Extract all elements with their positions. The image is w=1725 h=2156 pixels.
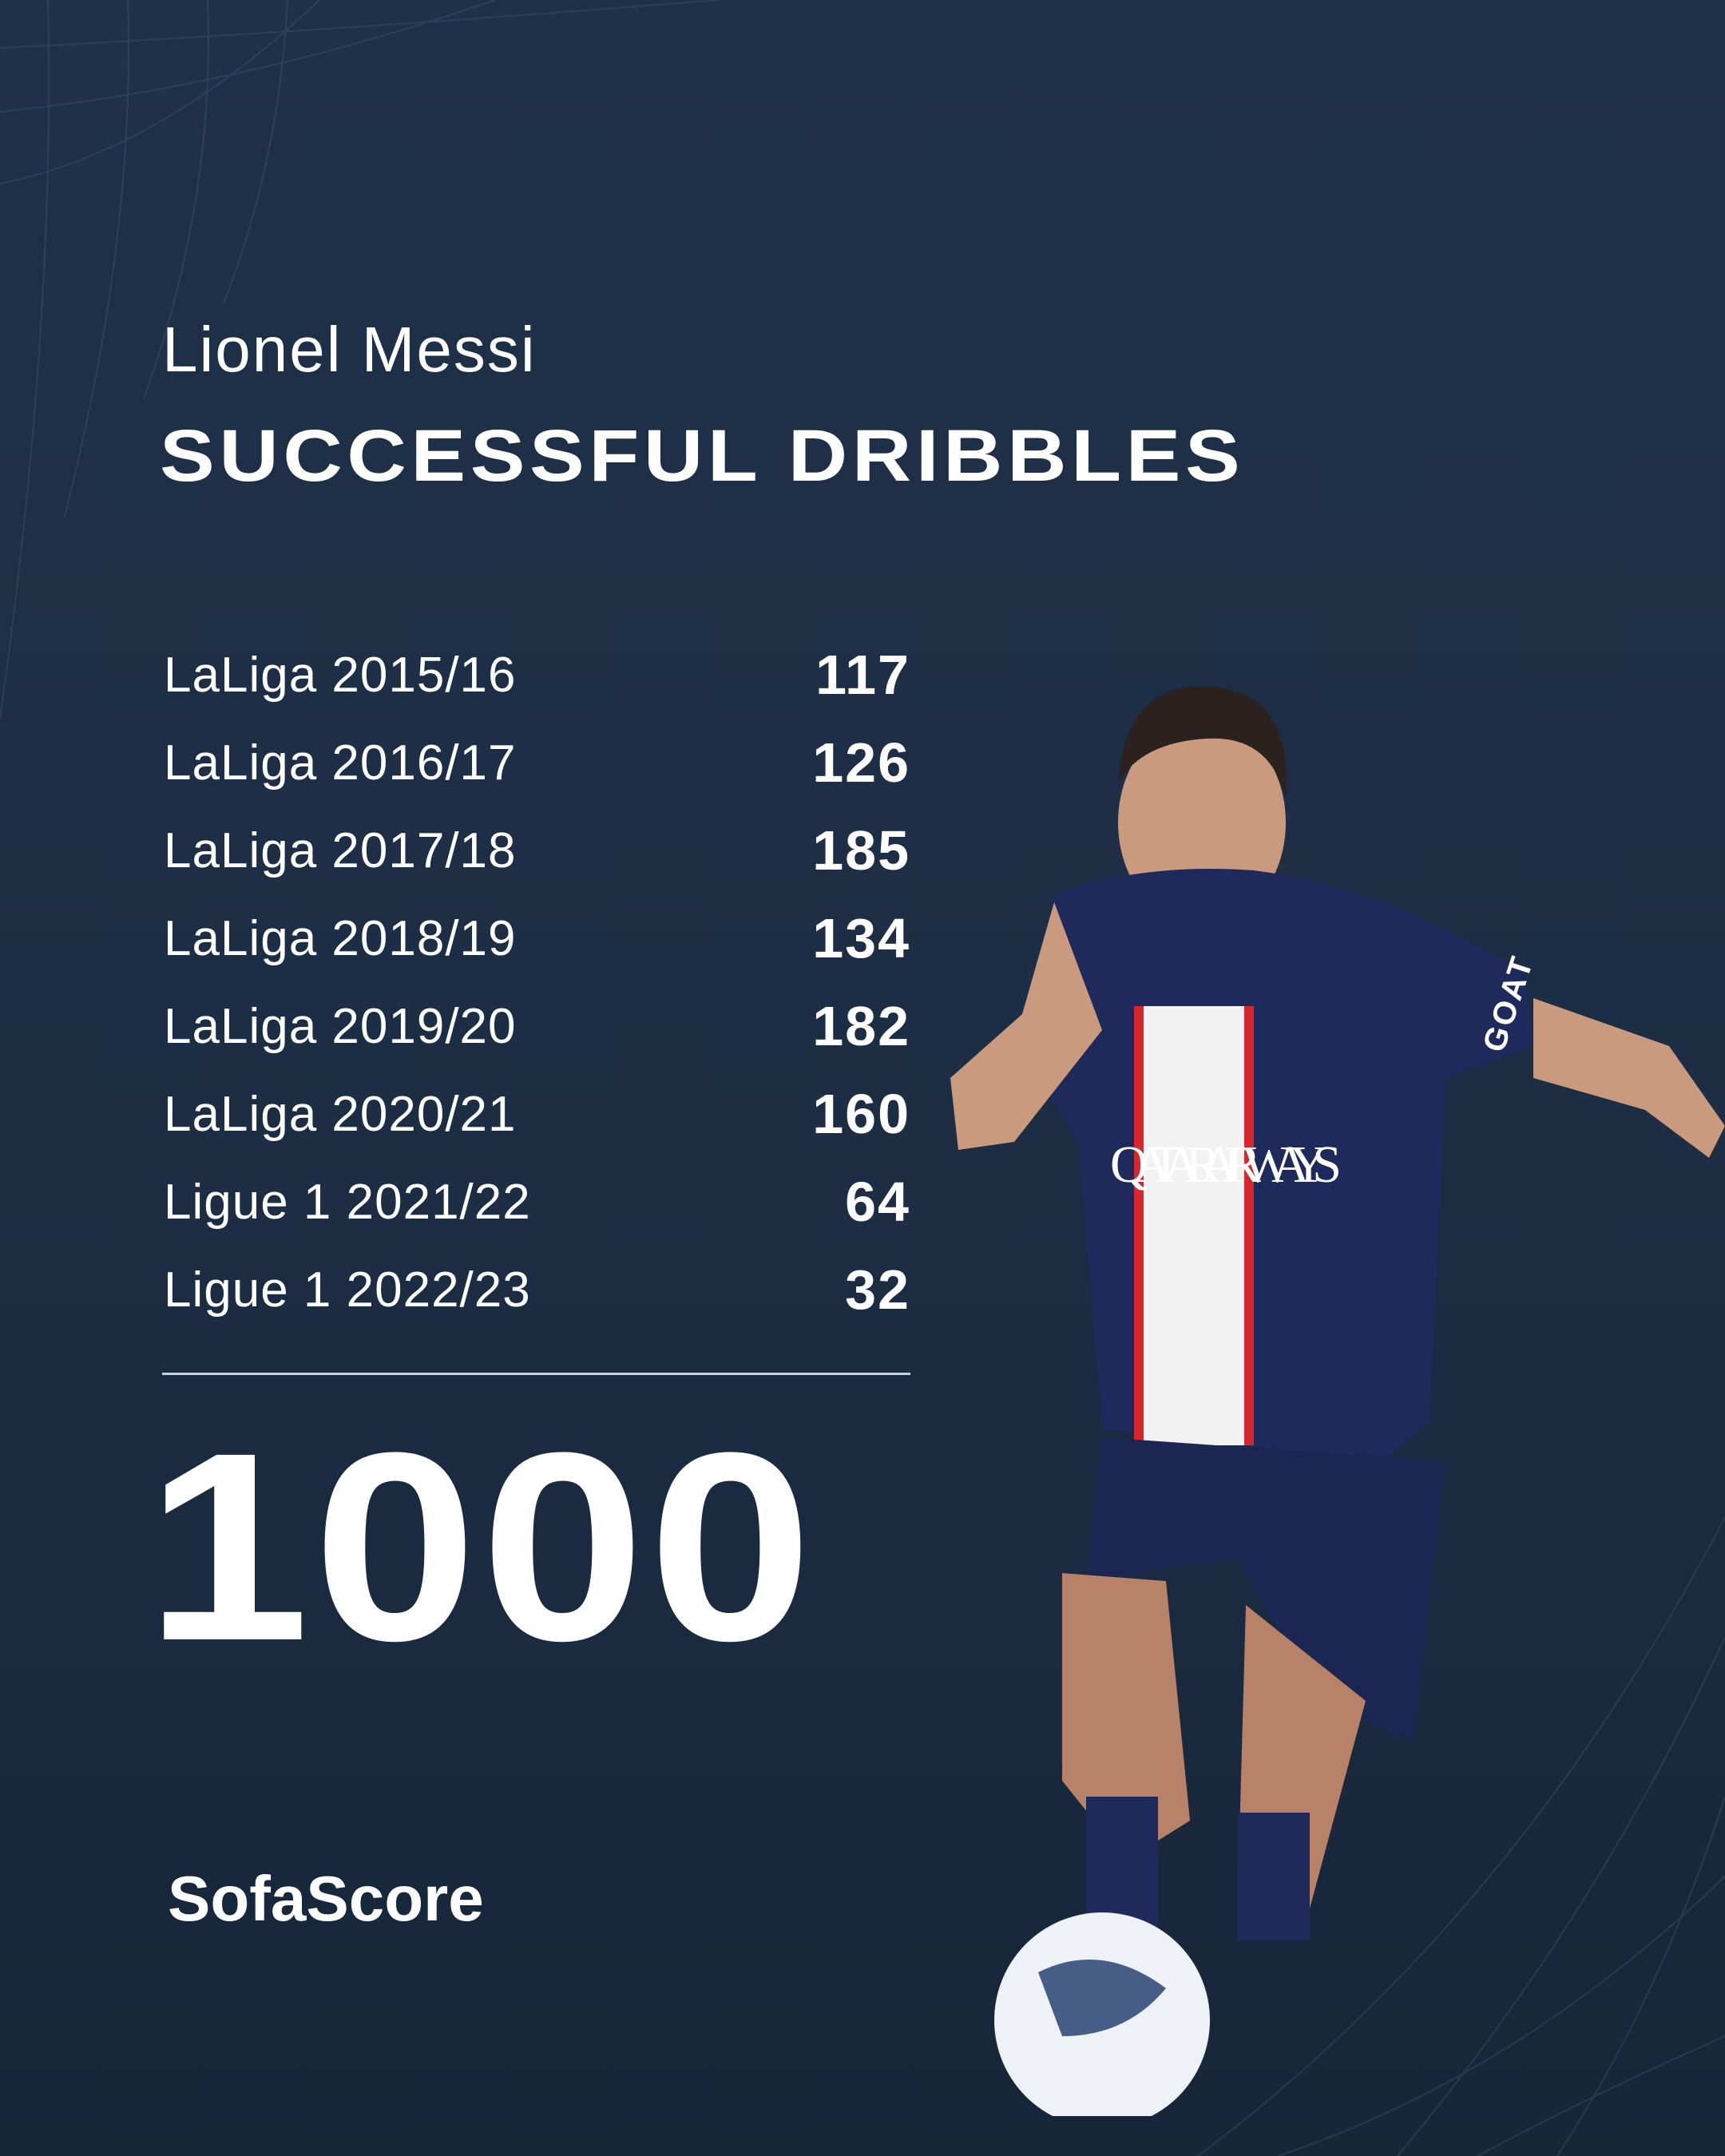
player-name: Lionel Messi xyxy=(162,314,537,385)
season-row: Ligue 1 2022/23 32 xyxy=(164,1246,910,1334)
stat-title: SUCCESSFUL DRIBBLES xyxy=(160,415,1245,497)
season-row: LaLiga 2017/18 185 xyxy=(164,807,910,894)
season-value: 126 xyxy=(812,731,910,794)
season-row: Ligue 1 2021/22 64 xyxy=(164,1158,910,1246)
season-row: LaLiga 2016/17 126 xyxy=(164,719,910,807)
season-label: LaLiga 2015/16 xyxy=(164,647,517,703)
sofascore-logo: SofaScore xyxy=(168,1863,484,1934)
season-label: LaLiga 2020/21 xyxy=(164,1086,517,1142)
season-row: LaLiga 2019/20 182 xyxy=(164,982,910,1070)
season-label: LaLiga 2019/20 xyxy=(164,998,517,1054)
season-label: Ligue 1 2022/23 xyxy=(164,1262,531,1318)
season-label: LaLiga 2018/19 xyxy=(164,910,517,966)
season-row: LaLiga 2018/19 134 xyxy=(164,894,910,982)
season-value: 64 xyxy=(845,1171,910,1233)
season-list: LaLiga 2015/16 117 LaLiga 2016/17 126 LaLiga… xyxy=(164,631,910,1334)
divider xyxy=(162,1373,910,1375)
season-label: LaLiga 2017/18 xyxy=(164,822,517,878)
season-label: LaLiga 2016/17 xyxy=(164,735,517,791)
season-value: 117 xyxy=(815,644,910,706)
sponsor-text: QATAR AIRWAYS xyxy=(1110,1135,1342,1194)
player-photo: QATAR AIRWAYS GOAT xyxy=(950,686,1725,2116)
season-value: 160 xyxy=(812,1083,910,1145)
total-dribbles: 1000 xyxy=(145,1397,816,1697)
season-value: 134 xyxy=(812,907,910,969)
season-value: 185 xyxy=(812,819,910,882)
season-row: LaLiga 2020/21 160 xyxy=(164,1070,910,1158)
season-row: LaLiga 2015/16 117 xyxy=(164,631,910,719)
season-value: 32 xyxy=(845,1258,910,1321)
season-label: Ligue 1 2021/22 xyxy=(164,1174,531,1230)
season-value: 182 xyxy=(812,995,910,1057)
